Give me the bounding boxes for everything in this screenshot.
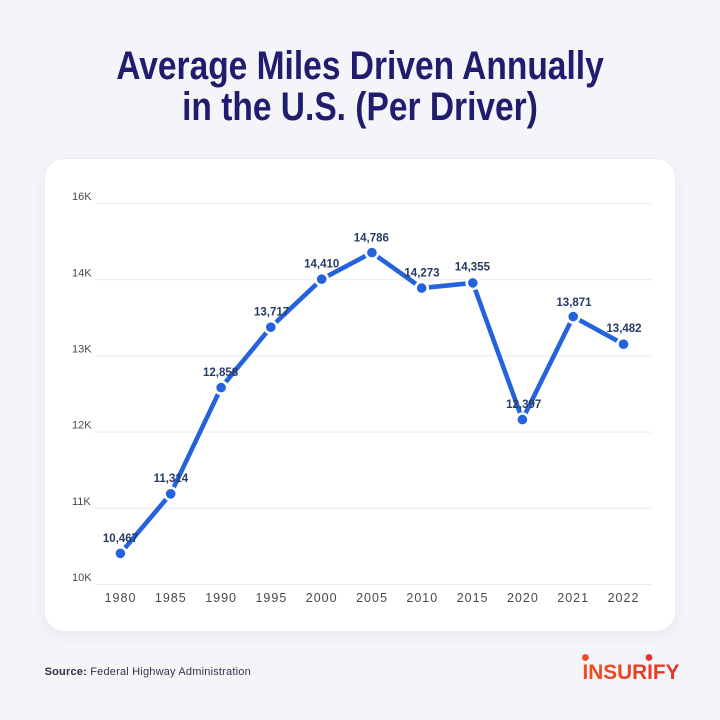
svg-text:2010: 2010	[406, 591, 438, 605]
svg-text:14,273: 14,273	[404, 268, 439, 280]
svg-text:16K: 16K	[72, 191, 92, 203]
svg-text:12,397: 12,397	[506, 399, 541, 411]
svg-text:1980: 1980	[105, 591, 137, 605]
svg-text:14K: 14K	[72, 267, 92, 279]
svg-text:10,467: 10,467	[103, 533, 138, 545]
svg-text:2021: 2021	[557, 591, 589, 605]
svg-text:14,355: 14,355	[455, 261, 491, 273]
svg-text:2022: 2022	[608, 591, 640, 605]
svg-text:13,717: 13,717	[254, 306, 289, 318]
svg-text:12,858: 12,858	[203, 367, 239, 379]
svg-text:2000: 2000	[306, 591, 338, 605]
svg-text:1995: 1995	[255, 591, 287, 605]
svg-text:14,410: 14,410	[304, 258, 339, 270]
svg-text:14,786: 14,786	[354, 233, 389, 245]
svg-text:13,871: 13,871	[556, 297, 592, 309]
svg-text:1985: 1985	[155, 591, 187, 605]
svg-text:2015: 2015	[457, 591, 489, 605]
svg-text:11,314: 11,314	[154, 473, 189, 485]
svg-text:2005: 2005	[356, 591, 388, 605]
svg-text:INSURIFY: INSURIFY	[583, 661, 680, 684]
svg-text:2020: 2020	[507, 591, 539, 605]
svg-text:11K: 11K	[72, 496, 91, 508]
svg-text:1990: 1990	[205, 591, 237, 605]
svg-text:12K: 12K	[72, 420, 92, 432]
svg-text:13,482: 13,482	[606, 323, 641, 335]
svg-text:10K: 10K	[72, 572, 92, 584]
svg-text:13K: 13K	[72, 344, 92, 356]
